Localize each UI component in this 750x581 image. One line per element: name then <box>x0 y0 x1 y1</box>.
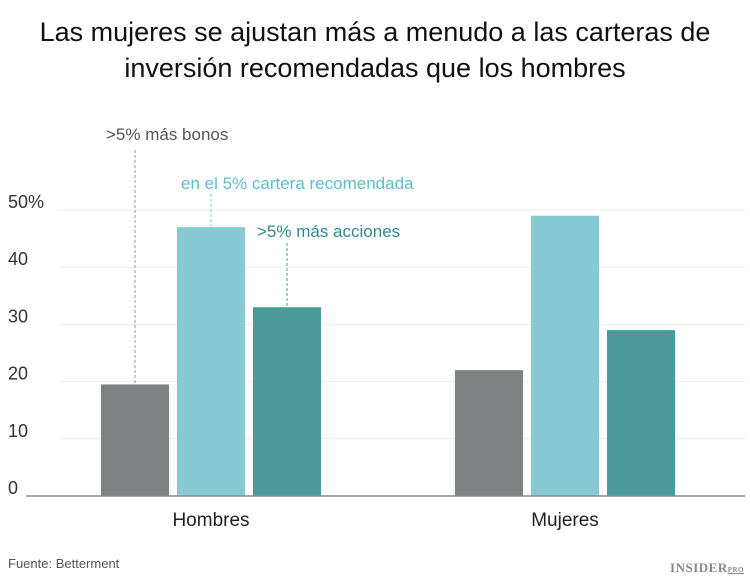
bar-mujeres-0 <box>455 370 523 496</box>
series-label: >5% más acciones <box>257 222 400 241</box>
y-tick-label: 10 <box>8 421 28 441</box>
y-tick-label: 30 <box>8 306 28 326</box>
logo-main: INSIDER <box>670 560 728 575</box>
insider-pro-logo: INSIDERPRO <box>670 560 744 576</box>
x-tick-label: Mujeres <box>531 510 599 531</box>
series-label: >5% más bonos <box>106 125 228 144</box>
y-tick-label: 40 <box>8 249 28 269</box>
source-note: Fuente: Betterment <box>8 556 120 571</box>
bar-hombres-2 <box>253 307 321 496</box>
bar-mujeres-2 <box>607 330 675 496</box>
series-label: en el 5% cartera recomendada <box>181 174 414 193</box>
logo-sub: PRO <box>727 566 744 574</box>
bar-mujeres-1 <box>531 215 599 496</box>
chart-title: Las mujeres se ajustan más a menudo a la… <box>39 17 711 83</box>
bar-hombres-0 <box>101 384 169 496</box>
bar-hombres-1 <box>177 227 245 496</box>
y-tick-label: 0 <box>8 478 18 498</box>
x-tick-label: Hombres <box>172 510 249 531</box>
y-tick-label: 20 <box>8 364 28 384</box>
y-tick-label: 50% <box>8 192 44 212</box>
